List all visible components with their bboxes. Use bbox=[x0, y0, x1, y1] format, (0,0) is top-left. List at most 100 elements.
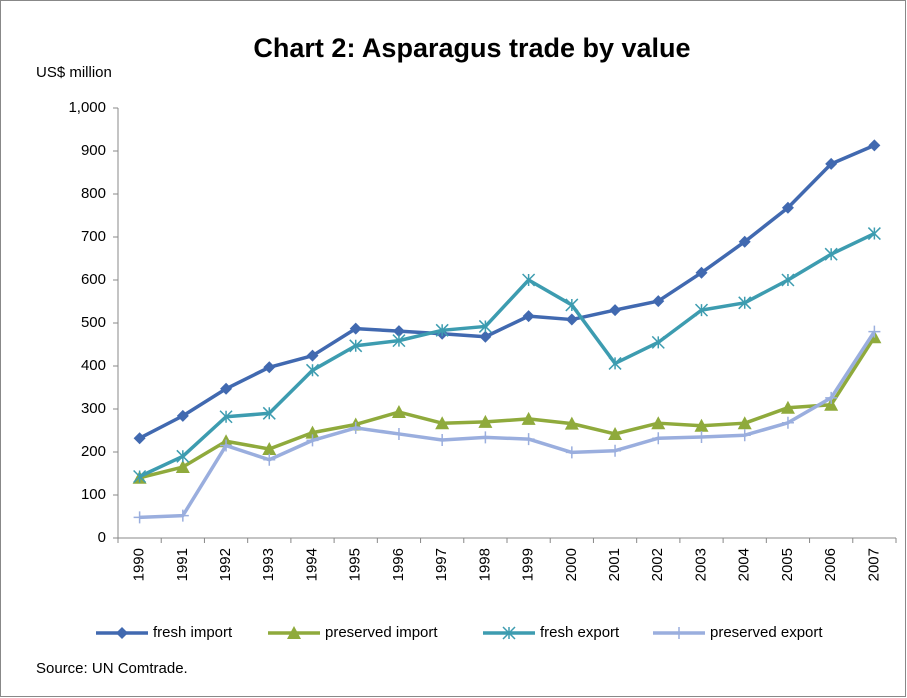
x-tick-label: 2005 bbox=[779, 548, 796, 581]
point-marker bbox=[522, 310, 535, 323]
point-marker bbox=[781, 416, 794, 429]
point-marker bbox=[436, 433, 449, 446]
y-axis-label: US$ million bbox=[36, 64, 112, 81]
x-tick-label: 2002 bbox=[649, 548, 666, 581]
y-tick-label: 500 bbox=[81, 314, 106, 331]
point-marker bbox=[565, 298, 579, 312]
point-marker bbox=[435, 416, 450, 430]
y-tick-label: 700 bbox=[81, 228, 106, 245]
x-tick-label: 2004 bbox=[736, 548, 753, 581]
y-tick-label: 0 bbox=[98, 529, 106, 546]
point-marker bbox=[738, 296, 752, 310]
point-marker bbox=[564, 416, 579, 430]
point-marker bbox=[479, 431, 492, 444]
point-marker bbox=[522, 273, 536, 287]
point-marker bbox=[781, 273, 795, 287]
chart-title: Chart 2: Asparagus trade by value bbox=[253, 33, 690, 63]
point-marker bbox=[349, 421, 362, 434]
x-tick-label: 2007 bbox=[865, 548, 882, 581]
point-marker bbox=[868, 139, 881, 152]
legend-label: fresh import bbox=[153, 624, 233, 641]
x-tick-label: 2001 bbox=[606, 548, 623, 581]
y-tick-label: 100 bbox=[81, 486, 106, 503]
legend-marker bbox=[116, 627, 128, 639]
legend-label: preserved export bbox=[710, 624, 823, 641]
y-tick-label: 200 bbox=[81, 443, 106, 460]
x-tick-label: 1997 bbox=[433, 548, 450, 581]
series-line bbox=[139, 330, 876, 520]
point-marker bbox=[176, 449, 190, 463]
legend-marker bbox=[502, 626, 516, 640]
point-marker bbox=[565, 446, 578, 459]
x-tick-label: 1993 bbox=[260, 548, 277, 581]
point-marker bbox=[694, 418, 709, 432]
point-marker bbox=[652, 295, 665, 308]
source-note: Source: UN Comtrade. bbox=[36, 660, 188, 677]
point-marker bbox=[651, 416, 666, 430]
x-tick-label: 1990 bbox=[131, 548, 148, 581]
point-marker bbox=[478, 319, 492, 333]
point-marker bbox=[825, 391, 838, 404]
series-line bbox=[138, 231, 876, 479]
point-marker bbox=[133, 432, 146, 445]
x-tick-label: 1998 bbox=[476, 548, 493, 581]
point-marker bbox=[176, 509, 189, 522]
point-marker bbox=[176, 409, 189, 422]
x-tick-label: 2006 bbox=[822, 548, 839, 581]
point-marker bbox=[175, 460, 190, 474]
y-tick-label: 1,000 bbox=[68, 99, 106, 116]
series-line bbox=[139, 336, 876, 480]
point-marker bbox=[781, 201, 794, 214]
point-marker bbox=[263, 361, 276, 374]
point-marker bbox=[608, 426, 623, 440]
legend-label: preserved import bbox=[325, 624, 438, 641]
x-tick-label: 1995 bbox=[347, 548, 364, 581]
point-marker bbox=[652, 432, 665, 445]
point-marker bbox=[306, 434, 319, 447]
legend-marker bbox=[287, 626, 301, 639]
point-marker bbox=[220, 382, 233, 395]
x-tick-label: 1992 bbox=[217, 548, 234, 581]
point-marker bbox=[305, 425, 320, 439]
point-marker bbox=[521, 411, 536, 425]
point-marker bbox=[349, 339, 363, 353]
x-tick-label: 1999 bbox=[520, 548, 537, 581]
point-marker bbox=[220, 439, 233, 452]
point-marker bbox=[737, 416, 752, 430]
x-tick-label: 1996 bbox=[390, 548, 407, 581]
point-marker bbox=[695, 266, 708, 279]
legend-marker bbox=[673, 627, 685, 639]
point-marker bbox=[868, 325, 881, 338]
point-marker bbox=[305, 363, 320, 377]
legend-label: fresh export bbox=[540, 624, 620, 641]
y-tick-label: 900 bbox=[81, 142, 106, 159]
point-marker bbox=[392, 427, 405, 440]
x-tick-label: 2003 bbox=[692, 548, 709, 581]
point-marker bbox=[738, 235, 751, 248]
x-tick-label: 2000 bbox=[563, 548, 580, 581]
point-marker bbox=[435, 323, 449, 337]
point-marker bbox=[133, 511, 146, 524]
point-marker bbox=[306, 349, 319, 362]
series-line bbox=[138, 143, 876, 440]
point-marker bbox=[609, 444, 622, 457]
point-marker bbox=[609, 304, 622, 317]
point-marker bbox=[133, 469, 147, 484]
point-marker bbox=[694, 303, 709, 317]
point-marker bbox=[867, 227, 881, 241]
point-marker bbox=[522, 433, 535, 446]
point-marker bbox=[263, 453, 276, 466]
y-tick-label: 800 bbox=[81, 185, 106, 202]
point-marker bbox=[392, 334, 406, 348]
point-marker bbox=[738, 429, 751, 442]
point-marker bbox=[565, 313, 578, 326]
point-marker bbox=[392, 325, 405, 338]
point-marker bbox=[262, 406, 276, 420]
point-marker bbox=[391, 405, 406, 419]
point-marker bbox=[651, 335, 665, 349]
y-tick-label: 400 bbox=[81, 357, 106, 374]
point-marker bbox=[262, 441, 277, 455]
point-marker bbox=[825, 157, 838, 170]
